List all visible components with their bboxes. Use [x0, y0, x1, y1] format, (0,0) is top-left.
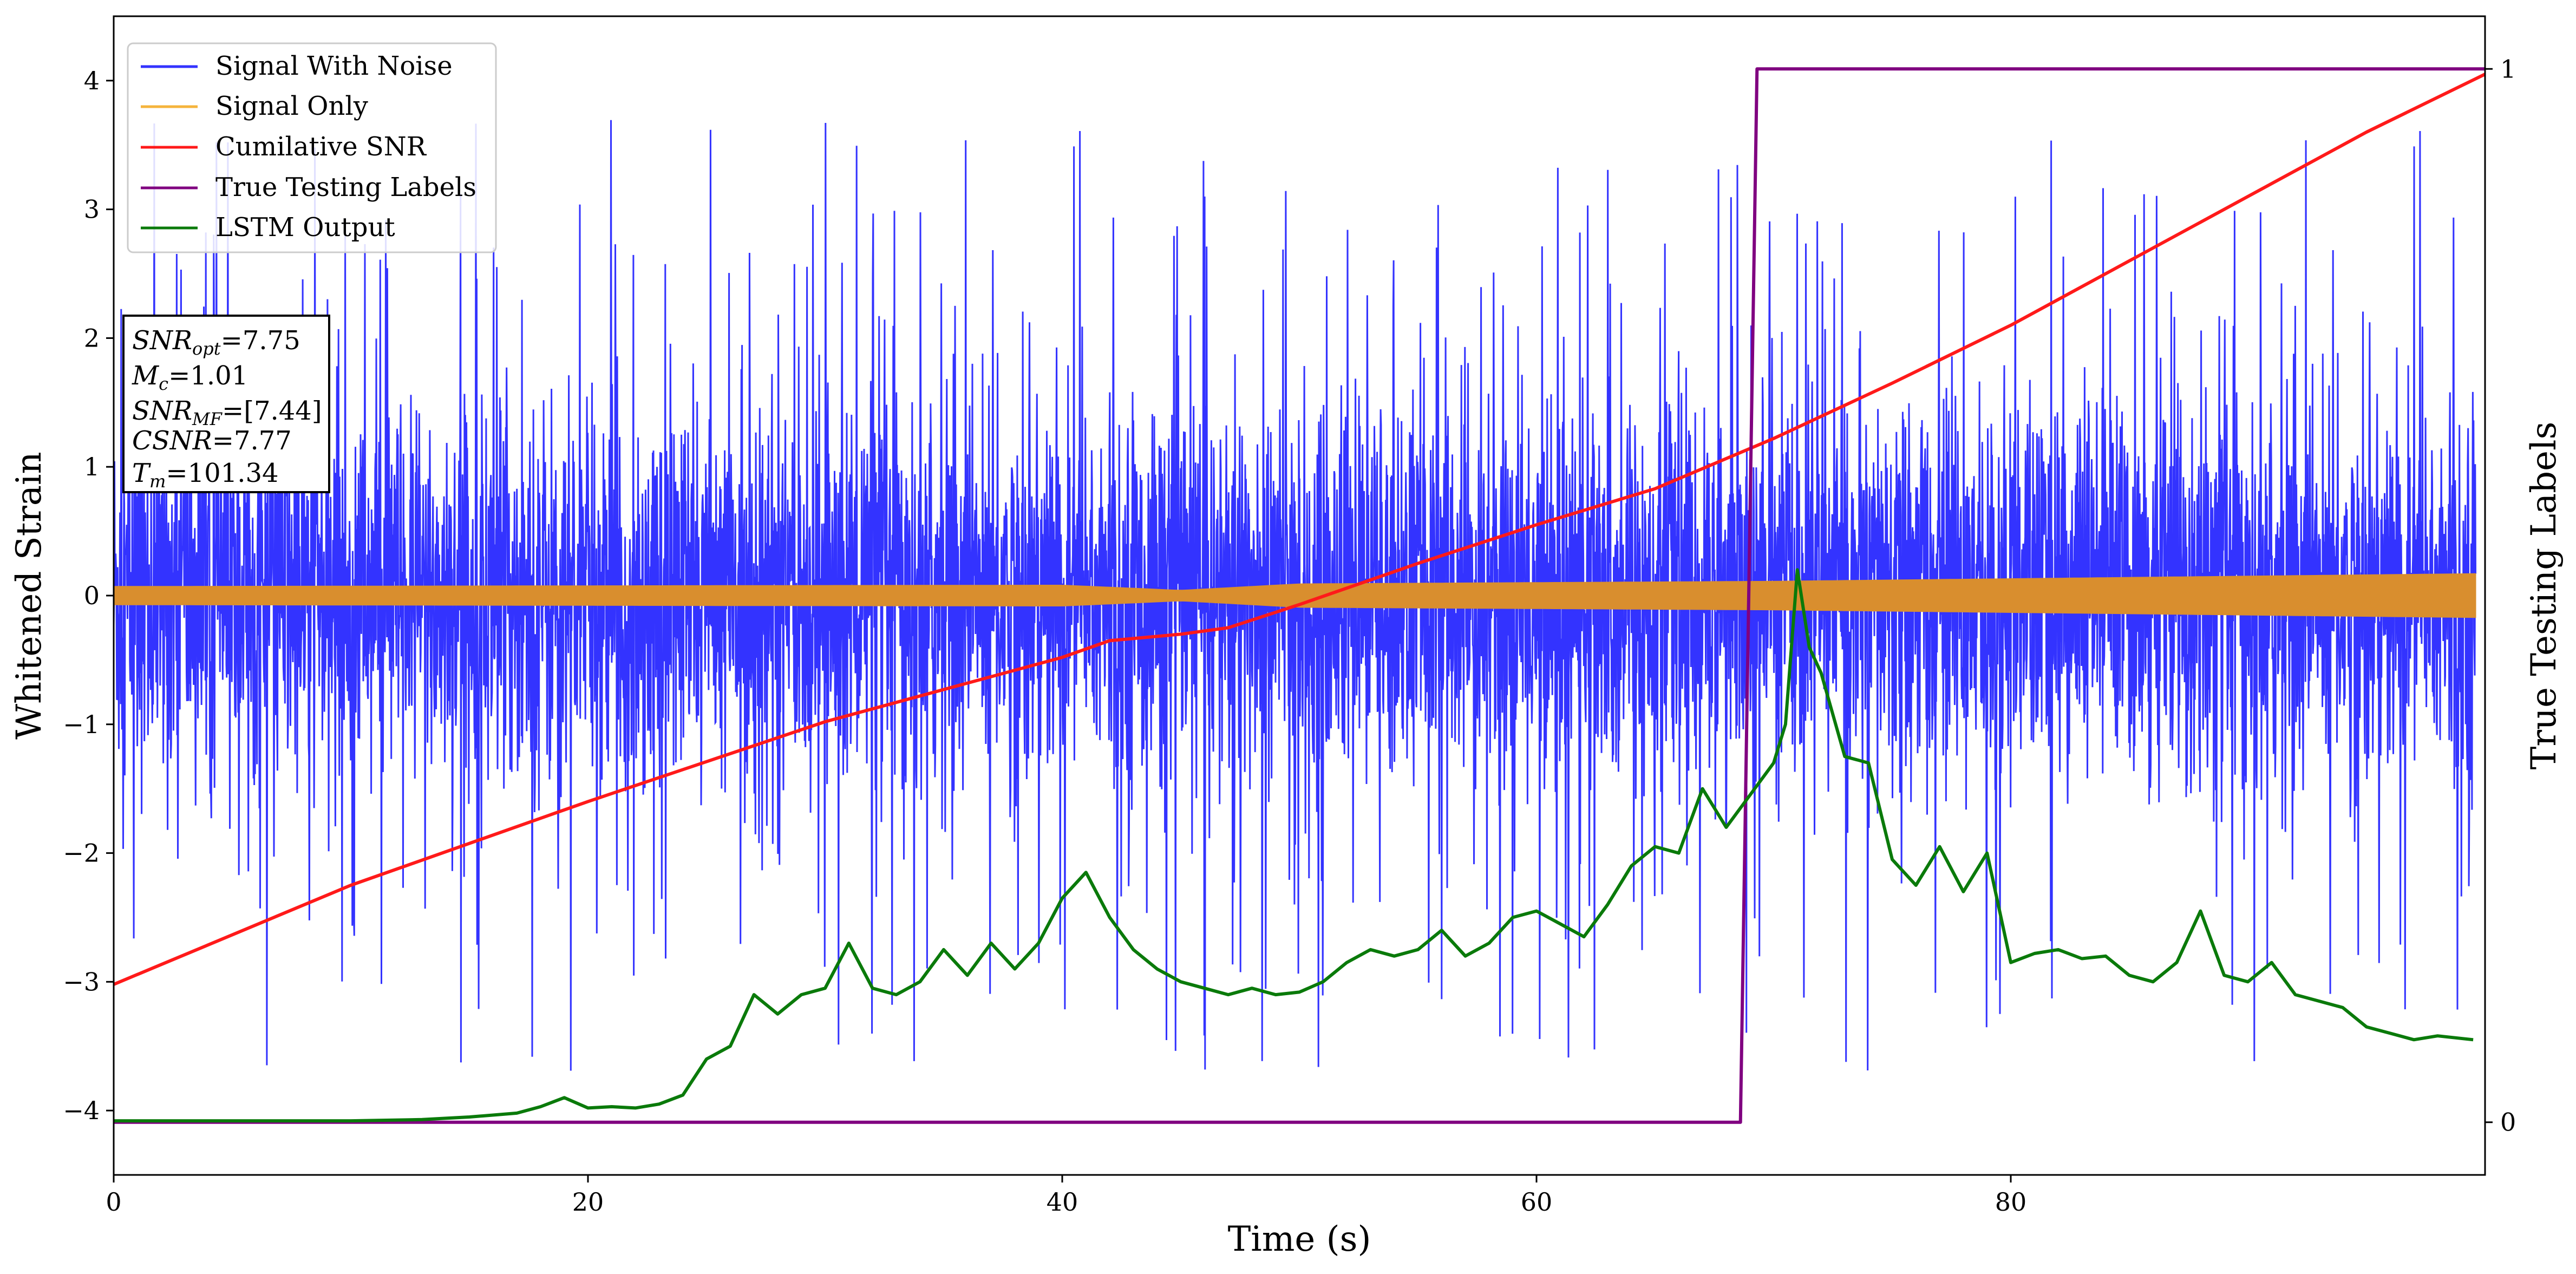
cumulative-snr-line	[113, 73, 2486, 986]
y-tick-label: −4	[63, 1096, 100, 1125]
y-tick-label: −3	[63, 967, 100, 996]
legend-label-signal-with-noise: Signal With Noise	[215, 51, 453, 81]
signal-only-series	[113, 573, 2476, 618]
y-tick-label: −1	[63, 710, 100, 739]
lstm-output-series	[114, 568, 2474, 1123]
legend-box	[127, 42, 497, 253]
y-axis-ticks: −4 −3 −2 −1 0 1 2 3 4	[63, 66, 114, 1125]
cumulative-snr-series	[113, 73, 2486, 986]
info-box: SNRopt=7.75 Mc=1.01 SNRMF=[7.44] CSNR=7.…	[122, 315, 330, 493]
legend-label-signal-only: Signal Only	[215, 91, 368, 121]
y2-axis-ticks: 01	[2485, 54, 2516, 1137]
x-tick-label: 0	[106, 1187, 121, 1217]
y-tick-label: 1	[84, 452, 100, 481]
y-tick-label: 2	[84, 323, 100, 352]
y-tick-label: 3	[84, 195, 100, 224]
y2-axis-title: True Testing Labels	[2524, 422, 2564, 770]
lstm-output-line	[114, 568, 2474, 1123]
true-labels-series	[114, 67, 2485, 1124]
y-tick-label: 0	[84, 581, 100, 610]
info-csnr: CSNR=7.77	[132, 426, 292, 456]
y-axis-title: Whitened Strain	[9, 452, 49, 739]
info-snr-opt: SNRopt=7.75	[132, 325, 300, 359]
legend: Signal With Noise Signal Only Cumilative…	[127, 42, 497, 253]
info-mc: Mc=1.01	[132, 361, 248, 394]
x-axis-title: Time (s)	[1228, 1219, 1371, 1259]
info-snr-mf: SNRMF=[7.44]	[132, 396, 322, 429]
x-tick-label: 20	[572, 1187, 604, 1217]
info-tm: Tm=101.34	[132, 458, 279, 492]
true-labels-line	[114, 67, 2485, 1124]
x-axis-ticks: 0 20 40 60 80	[106, 1175, 2026, 1217]
legend-label-true-labels: True Testing Labels	[215, 172, 476, 202]
x-tick-label: 40	[1047, 1187, 1078, 1217]
info-box-frame	[122, 315, 330, 493]
signal-only-band	[113, 573, 2476, 618]
x-tick-label: 60	[1521, 1187, 1553, 1217]
y2-tick-label: 0	[2500, 1108, 2516, 1137]
y-tick-label: −2	[63, 839, 100, 868]
legend-label-cumulative-snr: Cumilative SNR	[215, 132, 427, 162]
legend-label-lstm-output: LSTM Output	[215, 212, 395, 243]
y2-tick-label: 1	[2500, 54, 2516, 83]
x-tick-label: 80	[1995, 1187, 2027, 1217]
y-tick-label: 4	[84, 66, 100, 95]
